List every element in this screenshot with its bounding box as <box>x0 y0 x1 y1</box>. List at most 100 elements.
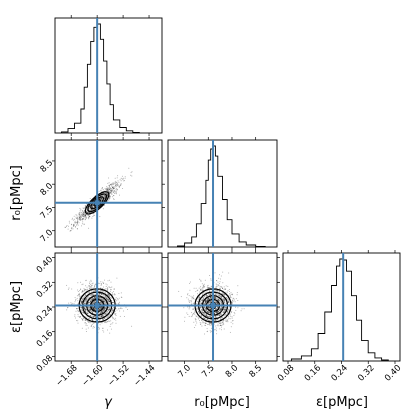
sample-point <box>89 285 90 287</box>
sample-point <box>107 289 109 291</box>
sample-point <box>115 307 117 309</box>
sample-point <box>201 302 203 304</box>
sample-point <box>111 323 113 325</box>
sample-point <box>207 284 209 286</box>
sample-point <box>225 314 227 316</box>
sample-point <box>100 281 102 283</box>
sample-point <box>93 298 95 300</box>
sample-point <box>210 294 211 295</box>
sample-point <box>221 303 223 305</box>
sample-point <box>121 175 123 177</box>
sample-point <box>90 325 92 327</box>
sample-point <box>84 207 86 209</box>
sample-point <box>221 286 223 288</box>
sample-point <box>91 295 93 297</box>
sample-point <box>65 226 67 228</box>
sample-point <box>209 319 211 321</box>
sample-point <box>103 313 105 315</box>
sample-point <box>112 191 114 193</box>
sample-point <box>102 286 104 288</box>
sample-point <box>215 290 217 292</box>
sample-point <box>193 287 195 289</box>
sample-point <box>224 300 226 302</box>
sample-point <box>81 211 82 213</box>
sample-point <box>219 287 221 289</box>
sample-point <box>94 285 96 287</box>
sample-point <box>78 214 80 215</box>
sample-point <box>223 320 225 321</box>
sample-point <box>211 322 213 324</box>
sample-point <box>108 191 110 193</box>
sample-point <box>116 177 118 179</box>
sample-point <box>131 175 133 177</box>
sample-point <box>78 296 80 298</box>
sample-point <box>224 310 226 311</box>
sample-point <box>215 308 217 310</box>
sample-point <box>106 284 108 286</box>
sample-point <box>209 275 211 276</box>
sample-point <box>196 322 198 324</box>
sample-point <box>223 308 225 310</box>
sample-point <box>188 308 190 310</box>
sample-point <box>221 295 223 297</box>
sample-point <box>98 309 100 311</box>
sample-point <box>93 301 95 303</box>
sample-point <box>89 208 91 210</box>
sample-point <box>217 311 218 313</box>
sample-point <box>108 308 110 310</box>
sample-point <box>207 321 209 323</box>
sample-point <box>225 307 227 309</box>
sample-point <box>81 301 83 303</box>
sample-point <box>107 293 109 295</box>
sample-point <box>88 217 90 219</box>
sample-point <box>216 333 218 335</box>
sample-point <box>204 317 206 319</box>
sample-point <box>110 184 112 185</box>
sample-point <box>203 286 205 288</box>
sample-point <box>87 320 89 322</box>
sample-point <box>208 298 210 300</box>
sample-point <box>107 310 109 312</box>
sample-point <box>86 297 88 298</box>
sample-point <box>229 318 231 320</box>
sample-point <box>99 198 101 200</box>
sample-point <box>217 303 218 304</box>
sample-point <box>94 206 95 208</box>
sample-point <box>112 182 114 184</box>
sample-point <box>89 315 91 317</box>
sample-point <box>101 315 103 317</box>
sample-point <box>216 285 218 287</box>
sample-point <box>100 287 102 289</box>
sample-point <box>89 283 91 285</box>
sample-point <box>122 179 124 181</box>
sample-point <box>87 211 88 213</box>
sample-point <box>75 214 77 216</box>
sample-point <box>86 325 88 327</box>
sample-point <box>206 308 208 310</box>
sample-point <box>207 310 209 312</box>
sample-point <box>224 302 226 304</box>
sample-point <box>224 288 226 290</box>
sample-point <box>214 325 216 327</box>
sample-point <box>217 310 219 312</box>
sample-point <box>94 315 96 317</box>
sample-point <box>110 191 112 193</box>
sample-point <box>214 319 216 321</box>
sample-point <box>112 187 114 189</box>
sample-point <box>82 290 84 292</box>
sample-point <box>195 320 197 322</box>
sample-point <box>107 288 109 290</box>
sample-point <box>81 298 83 300</box>
sample-point <box>107 194 109 196</box>
sample-point <box>92 205 94 207</box>
sample-point <box>84 306 86 308</box>
sample-point <box>200 307 202 308</box>
sample-point <box>208 287 210 289</box>
sample-point <box>77 282 79 284</box>
sample-point <box>108 307 110 309</box>
sample-point <box>79 218 81 220</box>
sample-point <box>114 180 116 182</box>
sample-point <box>101 188 103 190</box>
sample-point <box>207 303 209 305</box>
sample-point <box>84 308 86 310</box>
